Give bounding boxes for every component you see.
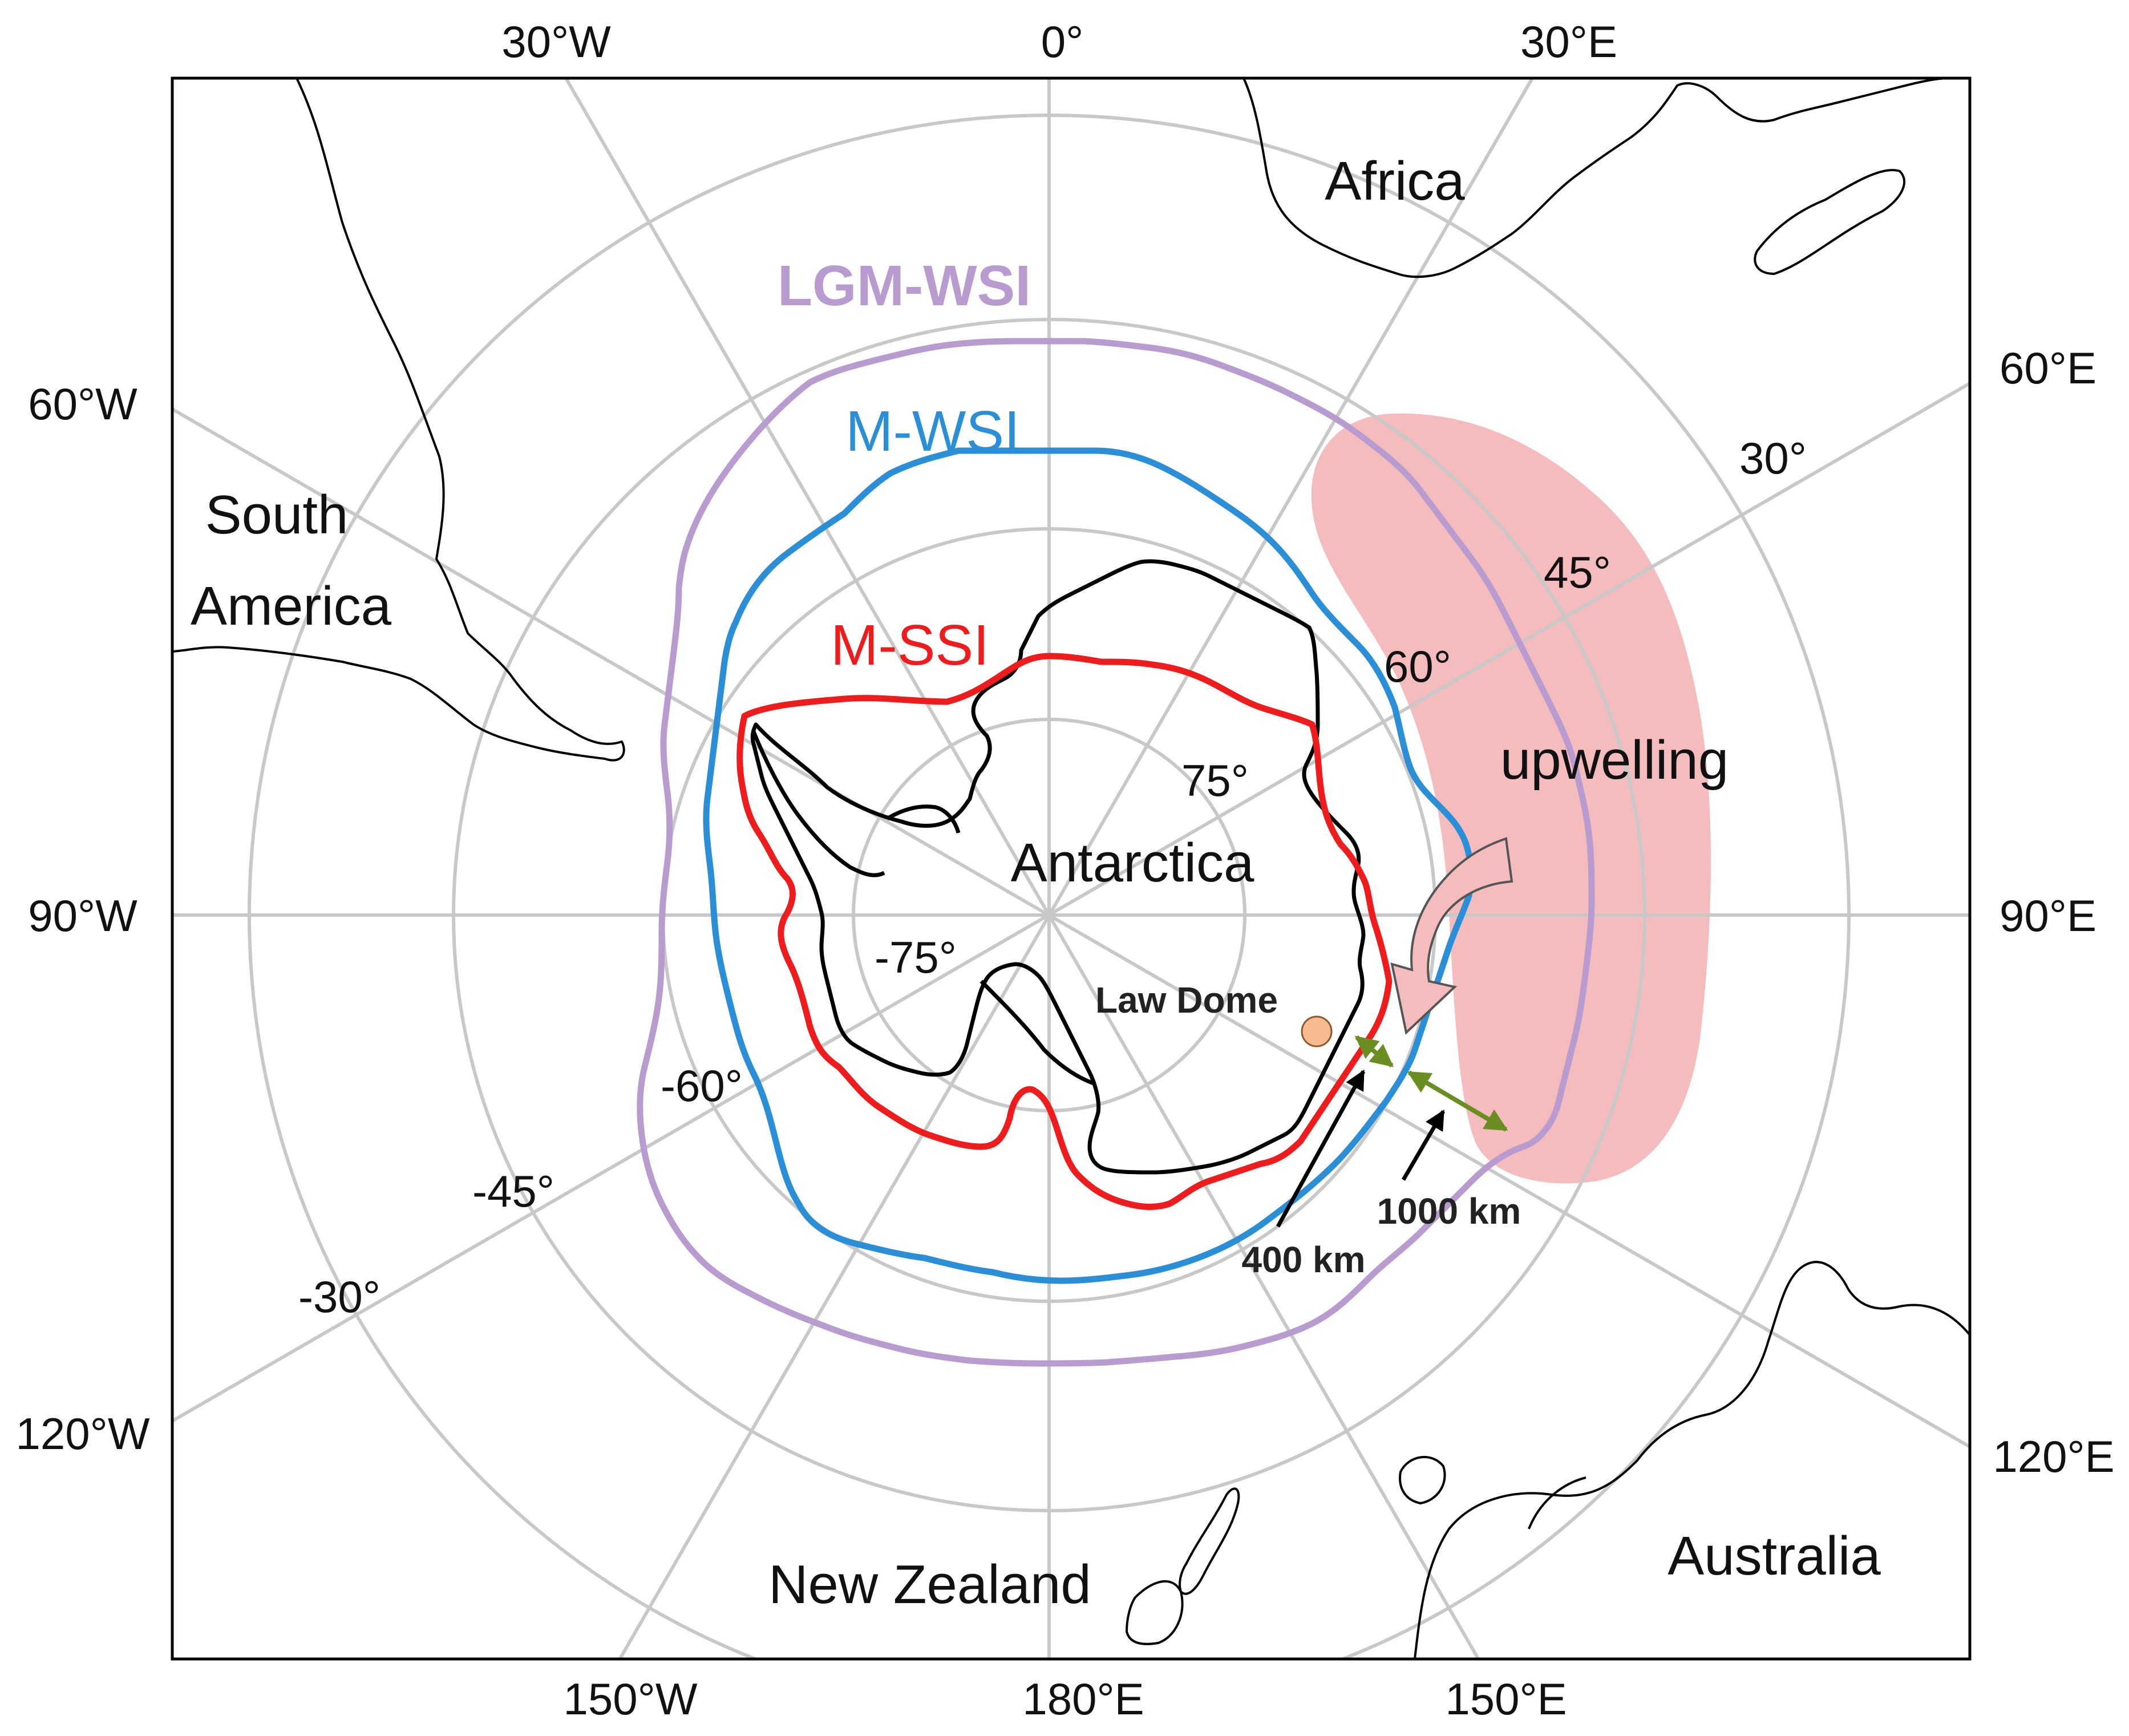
upwelling-arrow <box>1390 837 1513 1035</box>
lon-label-90w: 90°W <box>28 891 137 941</box>
lat-label-30: 30° <box>1739 433 1807 483</box>
meridian-60w-120e <box>172 407 1970 1449</box>
label-upwelling: upwelling <box>1500 730 1729 791</box>
lgm-wsi-contour <box>637 338 1595 1367</box>
pointer-1000 <box>1401 1109 1446 1181</box>
lon-label-150e: 150°E <box>1445 1674 1567 1724</box>
meridian-30w-150e <box>564 78 1480 1659</box>
lon-label-120w: 120°W <box>16 1409 150 1459</box>
lat-label-60: 60° <box>1384 641 1451 691</box>
coastlines <box>172 78 1970 1659</box>
lon-label-60w: 60°W <box>28 379 137 429</box>
south-america-coast <box>172 78 625 762</box>
place-label-africa: Africa <box>1325 151 1465 212</box>
distance-arrow-1000 <box>1407 1070 1508 1132</box>
lon-label-90e: 90°E <box>2000 891 2096 941</box>
tasmania-coast <box>1399 1456 1446 1504</box>
contour-labels: LGM-WSI M-WSI M-SSI <box>778 254 1031 677</box>
lon-label-30w: 30°W <box>501 17 611 67</box>
place-label-australia: Australia <box>1667 1525 1881 1587</box>
africa-coast <box>1242 78 1952 278</box>
ross-ice-shelf <box>979 980 1096 1086</box>
meridian-30e-150w <box>618 78 1535 1659</box>
contour-label-m-ssi: M-SSI <box>831 613 989 677</box>
lon-label-60e: 60°E <box>2000 343 2096 393</box>
lon-label-150w: 150°W <box>564 1674 698 1724</box>
place-label-america-line2: America <box>191 576 392 637</box>
m-wsi-contour <box>703 447 1474 1284</box>
lon-label-180e: 180°E <box>1022 1674 1144 1724</box>
place-labels: Africa South America Antarctica New Zeal… <box>191 151 1881 1615</box>
antarctic-peninsula <box>751 729 885 877</box>
lon-label-30e: 30°E <box>1520 17 1617 67</box>
lat-label-m30: -30° <box>298 1272 381 1322</box>
distance-arrows <box>1276 1035 1508 1228</box>
lat-label-m75: -75° <box>875 932 957 982</box>
label-400-km: 400 km <box>1241 1239 1365 1280</box>
lon-label-120e: 120°E <box>1993 1431 2114 1482</box>
lon-label-0: 0° <box>1041 17 1084 67</box>
place-label-antarctica: Antarctica <box>1011 832 1254 893</box>
map-frame <box>171 76 1972 1661</box>
lat-label-m60: -60° <box>661 1061 743 1111</box>
antarctica-coastline <box>750 559 1366 1175</box>
new-zealand-north-coast <box>1179 1487 1240 1595</box>
longitude-labels: 30°W 0° 30°E 60°W 60°E 90°W 90°E 120°W 1… <box>16 17 2115 1724</box>
australia-coast <box>1414 1261 1970 1659</box>
annotation-labels: upwelling 400 km 1000 km <box>1241 730 1729 1280</box>
distance-arrow-400 <box>1354 1035 1394 1068</box>
contour-label-lgm-wsi: LGM-WSI <box>778 254 1031 318</box>
contour-label-m-wsi: M-WSI <box>845 399 1019 463</box>
lat-label-75: 75° <box>1181 755 1249 806</box>
law-dome-marker <box>1301 1015 1333 1047</box>
latitude-labels: 30° 45° 60° 75° -75° -60° -45° -30° <box>298 433 1807 1322</box>
australia-south-coast <box>1528 1476 1586 1529</box>
place-label-new-zealand: New Zealand <box>768 1554 1091 1615</box>
upwelling-region <box>1311 413 1711 1184</box>
antarctica-coast <box>750 559 1366 1175</box>
meridian-60e-120w <box>172 381 1970 1423</box>
place-label-south-line1: South <box>205 484 349 545</box>
new-zealand-south-coast <box>1126 1580 1184 1645</box>
weddell-ice-shelf <box>886 804 961 833</box>
m-ssi-contour <box>736 653 1393 1210</box>
lat-label-m45: -45° <box>472 1166 554 1216</box>
lat-label-45: 45° <box>1544 547 1611 597</box>
pointer-400 <box>1276 1069 1366 1228</box>
label-1000-km: 1000 km <box>1377 1191 1521 1232</box>
place-label-law-dome: Law Dome <box>1095 980 1278 1021</box>
madagascar-coast <box>1754 169 1906 275</box>
